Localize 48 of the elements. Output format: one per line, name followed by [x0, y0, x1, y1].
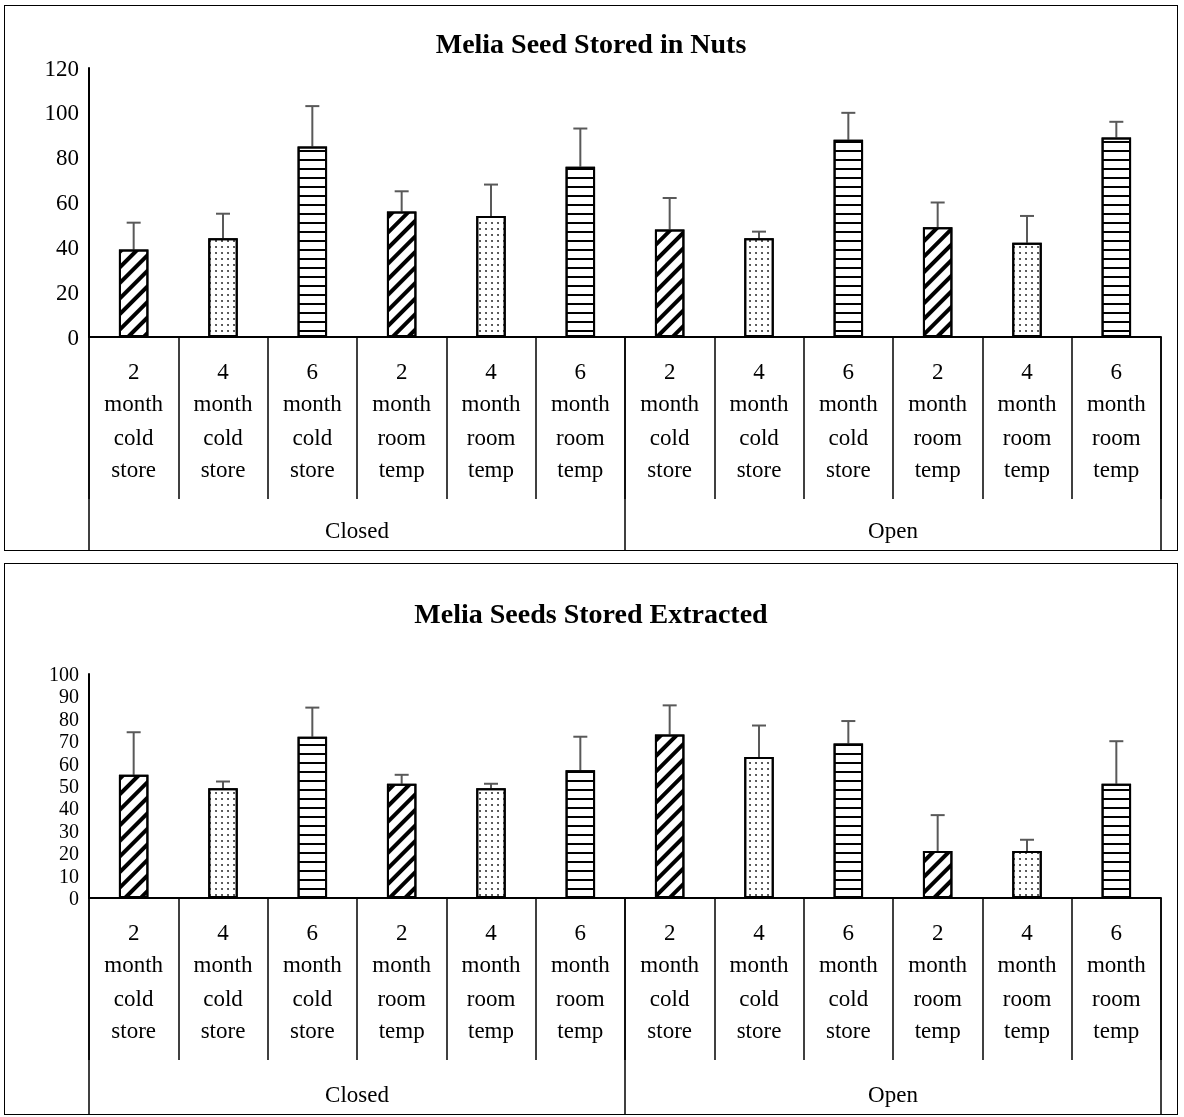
- y-tick-label: 60: [59, 752, 79, 775]
- x-tick-label: 2 month cold store: [104, 358, 164, 482]
- text: Open: [868, 517, 919, 543]
- y-tick-label: 60: [56, 190, 79, 215]
- y-tick-label: 20: [56, 279, 79, 305]
- x-tick-label: 4 month cold store: [193, 919, 253, 1043]
- y-tick-label: 30: [59, 819, 79, 842]
- x-tick-label: 4 month room temp: [997, 358, 1057, 482]
- x-tick-label: 6 month cold store: [818, 919, 879, 1043]
- x-tick-label: 2 month cold store: [104, 919, 164, 1043]
- text: Closed: [325, 517, 390, 543]
- x-tick-label: 6 month room temp: [1086, 358, 1147, 482]
- x-tick-label: 2 month room temp: [908, 919, 968, 1043]
- y-tick-label: 10: [59, 864, 79, 887]
- x-tick-label: 4 month cold store: [729, 358, 789, 482]
- x-tick-label: 6 month room temp: [1086, 919, 1147, 1043]
- x-tick-label: 2 month cold store: [640, 919, 700, 1043]
- y-tick-label: 80: [56, 145, 79, 171]
- y-tick-label: 0: [67, 324, 79, 350]
- x-tick-label: 6 month room temp: [550, 919, 611, 1043]
- y-tick-label: 40: [59, 797, 79, 820]
- text: Open: [868, 1081, 919, 1107]
- x-tick-label: 2 month room temp: [372, 919, 432, 1043]
- x-tick-label: 4 month cold store: [193, 358, 253, 482]
- x-tick-label: 4 month room temp: [997, 919, 1057, 1043]
- y-tick-label: 90: [59, 685, 79, 708]
- x-tick-label: 2 month room temp: [908, 358, 968, 482]
- y-tick-label: 120: [44, 55, 79, 81]
- y-tick-label: 70: [59, 730, 79, 753]
- x-tick-label: 4 month room temp: [461, 919, 521, 1043]
- x-tick-label: 6 month cold store: [282, 919, 343, 1043]
- y-tick-label: 50: [59, 775, 79, 797]
- y-tick-label: 0: [69, 887, 79, 909]
- chart-title: Melia Seed Stored in Nuts: [435, 27, 747, 59]
- x-tick-label: 4 month room temp: [461, 358, 521, 482]
- y-tick-label: 100: [49, 663, 79, 685]
- x-tick-label: 6 month cold store: [282, 358, 343, 482]
- y-tick-label: 20: [59, 842, 79, 865]
- y-tick-label: 100: [44, 100, 79, 126]
- y-tick-label: 80: [59, 707, 79, 730]
- x-tick-label: 6 month cold store: [818, 358, 879, 482]
- text: Closed: [325, 1081, 390, 1107]
- x-tick-label: 2 month cold store: [640, 358, 700, 482]
- x-tick-label: 4 month cold store: [729, 919, 789, 1043]
- chart-title: Melia Seeds Stored Extracted: [414, 597, 769, 629]
- x-tick-label: 2 month room temp: [372, 358, 432, 482]
- x-tick-label: 6 month room temp: [550, 358, 611, 482]
- y-tick-label: 40: [56, 234, 79, 260]
